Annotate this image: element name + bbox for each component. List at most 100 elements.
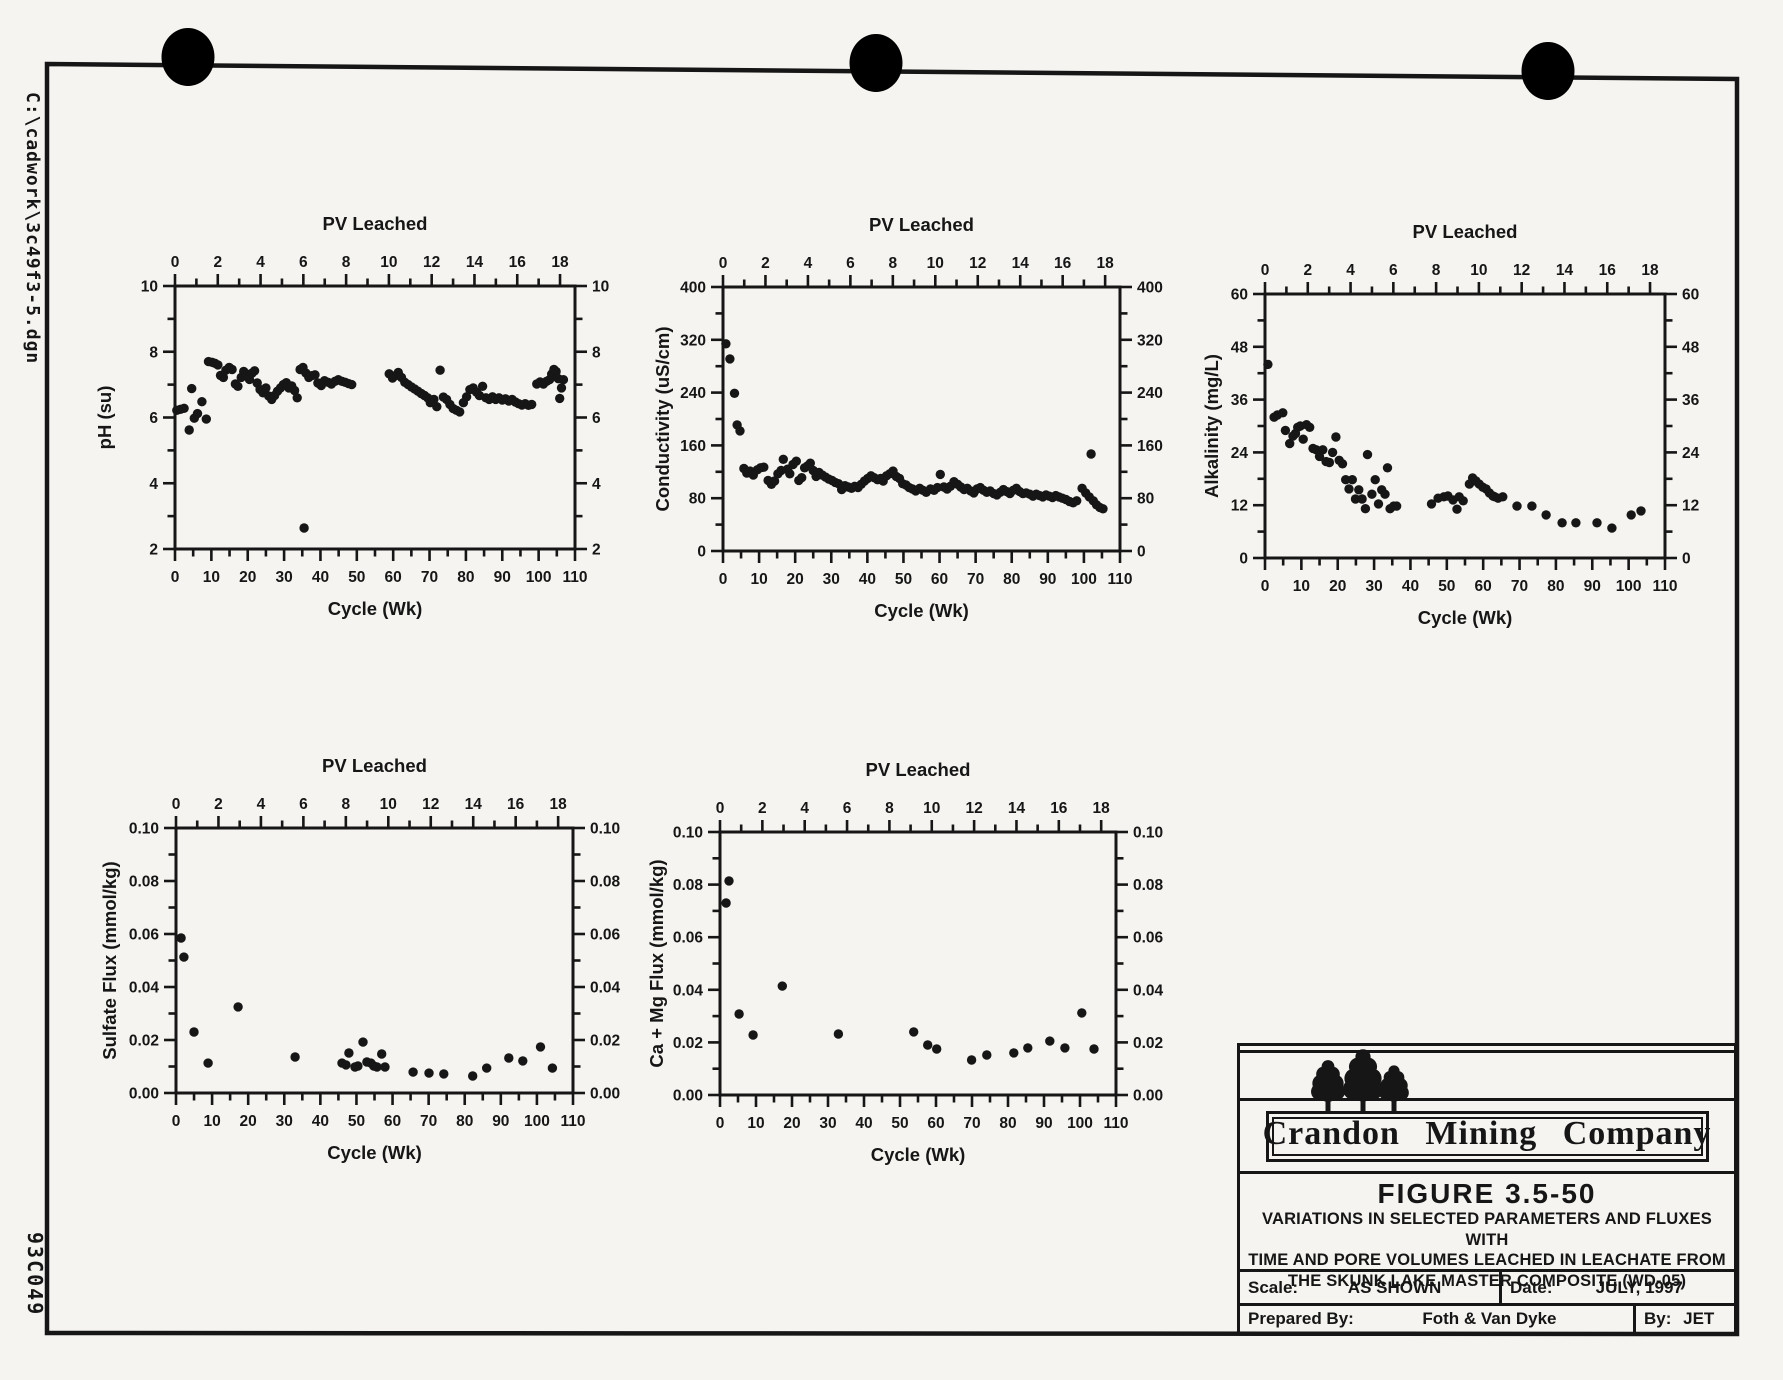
tick-label: 4: [800, 800, 809, 817]
data-point: [1484, 488, 1495, 498]
data-point: [1023, 1043, 1033, 1053]
tick-label: 70: [1511, 578, 1528, 595]
tick-label: 12: [1682, 498, 1699, 515]
tick-label: 0.00: [1133, 1088, 1163, 1105]
tick-label: 40: [312, 1113, 329, 1130]
data-point: [292, 393, 302, 403]
tick-label: 6: [149, 410, 158, 427]
data-point: [390, 371, 401, 381]
data-point: [1426, 499, 1437, 509]
tick-label: 30: [276, 1113, 293, 1130]
tick-label: 10: [750, 571, 767, 588]
data-point: [766, 479, 777, 489]
data-point: [372, 1062, 382, 1072]
sulf-xlabel: Cycle (Wk): [327, 1142, 422, 1163]
tick-label: 0: [1261, 262, 1270, 279]
data-point: [975, 482, 985, 493]
tick-label: 90: [1039, 571, 1056, 588]
data-point: [732, 420, 742, 430]
data-point: [1054, 492, 1064, 502]
data-point: [817, 470, 827, 480]
data-point: [269, 390, 280, 401]
tick-label: 48: [1682, 339, 1700, 356]
data-point: [763, 475, 773, 486]
camg-points: [721, 876, 1099, 1065]
data-point: [985, 486, 995, 496]
data-point: [1088, 496, 1099, 506]
tick-label: 4: [256, 254, 265, 271]
tick-label: 50: [895, 571, 912, 588]
data-point: [176, 933, 186, 943]
data-point: [179, 403, 189, 413]
tick-label: 4: [592, 476, 601, 493]
data-point: [888, 466, 898, 476]
data-point: [965, 486, 976, 496]
data-point: [949, 477, 959, 487]
tick-label: 20: [787, 571, 804, 588]
data-point: [785, 469, 795, 479]
data-point: [1367, 489, 1377, 499]
data-point: [956, 482, 966, 492]
data-point: [759, 462, 769, 472]
tick-label: 10: [1293, 578, 1310, 595]
data-point: [1377, 485, 1387, 495]
data-point: [992, 490, 1002, 500]
tick-label: 60: [1475, 578, 1492, 595]
prepared-by-value: Foth & Van Dyke: [1422, 1309, 1557, 1328]
data-point: [1391, 501, 1402, 511]
tick-label: 0.08: [129, 874, 160, 891]
data-point: [1008, 485, 1018, 495]
data-point: [497, 395, 507, 405]
data-point: [1021, 488, 1031, 498]
data-point: [929, 485, 939, 495]
data-point: [1452, 504, 1462, 514]
tick-label: 110: [1107, 571, 1132, 588]
data-point: [1370, 475, 1380, 485]
data-point: [487, 392, 498, 402]
prepared-by-cell: Prepared By: Foth & Van Dyke: [1240, 1306, 1636, 1332]
data-point: [458, 398, 469, 408]
data-point: [210, 358, 220, 368]
data-point: [504, 1053, 514, 1063]
tick-label: 16: [1599, 262, 1617, 279]
tick-label: 100: [1071, 571, 1097, 588]
cad-file-path-text: C:\cadwork\3c49f3-5.dgn: [22, 92, 43, 365]
data-point: [535, 1042, 546, 1052]
data-point: [547, 369, 557, 379]
sulf-points: [176, 933, 558, 1081]
tick-label: 0.02: [129, 1033, 159, 1050]
tick-label: 4: [804, 255, 813, 272]
data-point: [808, 465, 818, 476]
data-point: [729, 388, 740, 398]
data-point: [1389, 501, 1399, 511]
data-point: [523, 400, 534, 410]
data-point: [1081, 488, 1091, 498]
data-point: [261, 383, 271, 393]
data-point: [400, 377, 410, 387]
tick-label: 30: [1365, 578, 1382, 595]
tick-label: 8: [885, 800, 894, 817]
tick-label: 20: [1329, 578, 1346, 595]
data-point: [527, 399, 537, 410]
data-point: [1091, 500, 1102, 510]
cond-plot-frame: [721, 285, 1122, 553]
tick-label: 10: [380, 254, 397, 271]
tick-label: 0.04: [673, 982, 704, 999]
data-point: [1089, 1044, 1099, 1054]
data-point: [918, 485, 928, 495]
data-point: [333, 375, 343, 385]
data-point: [1025, 489, 1035, 499]
data-point: [221, 365, 231, 375]
tick-label: 16: [1054, 255, 1072, 272]
data-point: [504, 396, 514, 406]
data-point: [310, 370, 320, 380]
data-point: [978, 485, 989, 495]
binder-hole-1: [161, 28, 215, 86]
data-point: [1433, 493, 1443, 503]
data-point: [441, 394, 452, 405]
data-point: [811, 471, 821, 482]
camg-top-axis-title: PV Leached: [866, 759, 971, 780]
cond-chart: 0 10 20 30 40 50 60 70 80 90 100 110 0 2 4 6 8 10 12 14 16 18…: [652, 214, 1163, 621]
tick-label: 110: [1652, 578, 1677, 595]
data-point: [341, 1060, 351, 1070]
